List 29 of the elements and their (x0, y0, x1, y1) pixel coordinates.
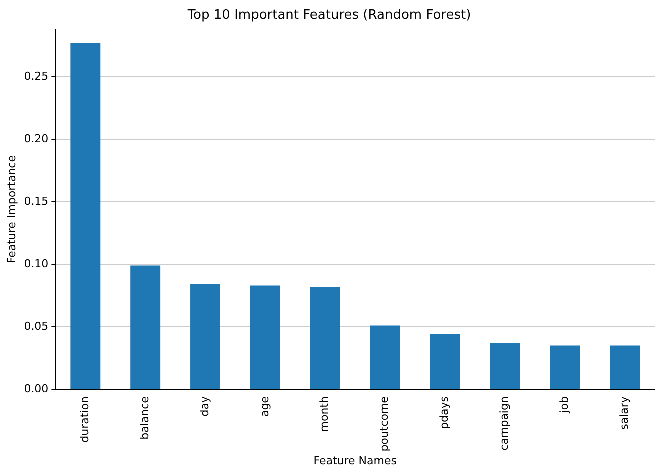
x-tick-label: day (198, 396, 212, 417)
bar (250, 286, 280, 390)
y-tick-label: 0.20 (24, 132, 49, 146)
chart-title: Top 10 Important Features (Random Forest) (186, 8, 472, 24)
bar (130, 266, 161, 390)
x-tick-label: poutcome (378, 396, 392, 452)
y-tick-label: 0.25 (24, 70, 49, 83)
x-tick-label: campaign (498, 396, 512, 451)
bar (370, 326, 400, 390)
bar (610, 346, 640, 390)
bar (430, 334, 460, 390)
x-tick-label: pdays (438, 396, 452, 430)
y-tick-label: 0.00 (24, 382, 49, 396)
bar (310, 287, 340, 390)
x-tick-label: age (258, 396, 272, 418)
bar (490, 343, 520, 390)
bar (190, 284, 220, 390)
x-tick-label: month (318, 396, 332, 432)
x-tick-label: balance (138, 396, 152, 440)
x-tick-label: duration (78, 396, 92, 443)
y-tick-label: 0.10 (24, 257, 49, 270)
y-tick-label: 0.15 (24, 194, 49, 208)
y-axis-title: Feature Importance (5, 155, 18, 264)
y-tick-label: 0.05 (24, 320, 49, 333)
x-axis-title: Feature Names (314, 454, 398, 468)
bar (70, 43, 101, 390)
bar (550, 346, 580, 390)
x-tick-label: salary (618, 396, 631, 430)
x-tick-label: job (558, 396, 571, 414)
